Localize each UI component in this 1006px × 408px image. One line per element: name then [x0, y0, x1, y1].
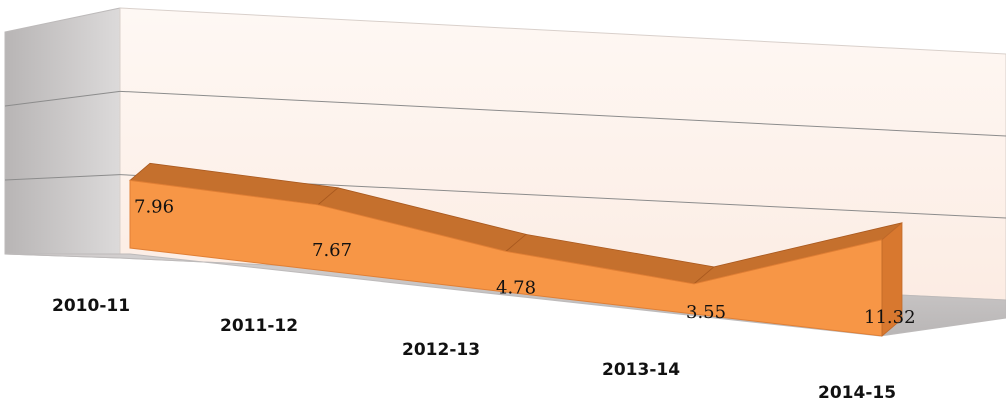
- value-label: 3.55: [686, 302, 726, 323]
- value-label: 4.78: [496, 277, 536, 298]
- category-label: 2011-12: [220, 316, 298, 336]
- category-labels: 2010-11 2011-12 2012-13 2013-14 2014-15: [52, 296, 896, 403]
- category-label: 2013-14: [602, 360, 680, 380]
- category-label: 2014-15: [818, 383, 896, 403]
- area-end-cap: [881, 221, 903, 337]
- value-label: 7.96: [134, 196, 174, 217]
- data-labels: 7.96 7.67 4.78 3.55 11.32: [134, 196, 916, 327]
- side-wall: [4, 7, 121, 259]
- value-label: 7.67: [312, 240, 352, 261]
- gridline-back: [119, 90, 1006, 137]
- category-label: 2010-11: [52, 296, 130, 316]
- gridline-side: [4, 174, 121, 181]
- category-label: 2012-13: [402, 340, 480, 360]
- area-series: [129, 162, 903, 337]
- value-label: 11.32: [864, 307, 916, 328]
- gridline-side: [4, 90, 121, 107]
